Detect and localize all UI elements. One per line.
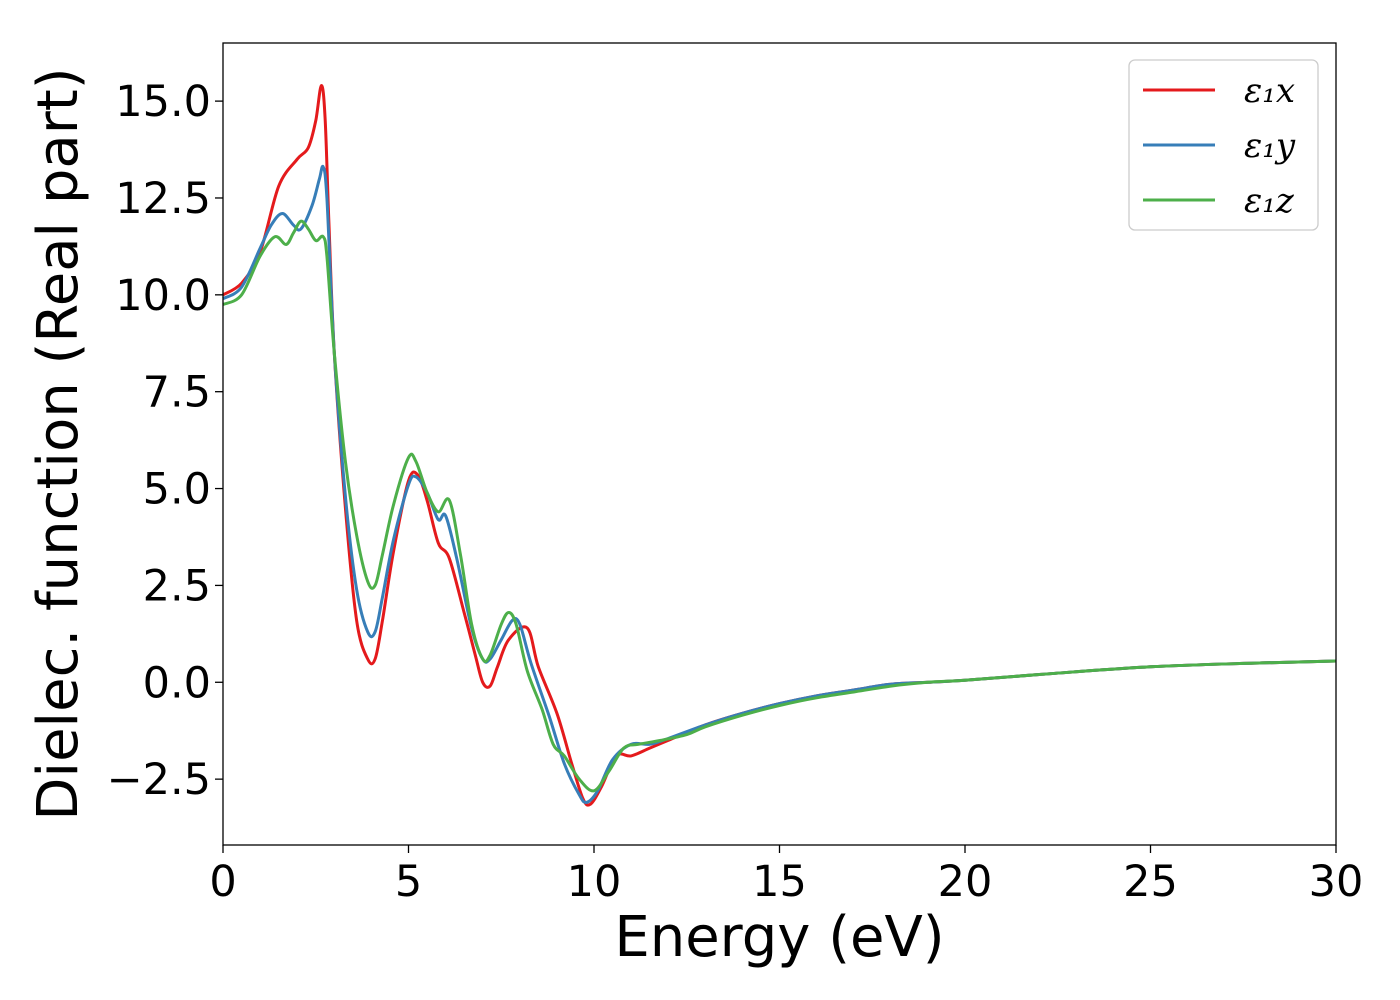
series-layer [222,84,1337,807]
series-line-3 [222,219,1337,793]
y-tick-label: 2.5 [143,561,211,611]
y-axis-ticks: −2.5 0.0 2.5 5.0 7.5 10.0 12.5 15.0 [107,77,223,805]
x-tick-label: 30 [1309,857,1364,907]
legend: ε₁x ε₁y ε₁z [1128,59,1319,231]
x-tick-label: 15 [752,857,807,907]
x-tick-label: 0 [209,857,236,907]
y-tick-label: 0.0 [143,658,211,708]
y-tick-label: 7.5 [143,368,211,418]
x-axis-ticks: 0 5 10 15 20 25 30 [209,845,1363,907]
y-tick-label: 12.5 [115,174,211,224]
x-tick-label: 5 [395,857,422,907]
x-tick-label: 25 [1123,857,1178,907]
x-axis-label: Energy (eV) [614,905,944,970]
legend-label: ε₁z [1244,181,1295,221]
y-axis-label: Dielec. function (Real part) [26,67,91,820]
x-tick-label: 10 [567,857,622,907]
x-tick-label: 20 [938,857,993,907]
y-tick-label: 10.0 [115,271,211,321]
series-line-2 [222,164,1337,804]
y-tick-label: 15.0 [115,77,211,127]
legend-label: ε₁y [1244,126,1296,166]
legend-label: ε₁x [1244,71,1295,111]
legend-box [1128,59,1319,231]
y-tick-label: 5.0 [143,465,211,515]
y-tick-label: −2.5 [107,755,211,805]
